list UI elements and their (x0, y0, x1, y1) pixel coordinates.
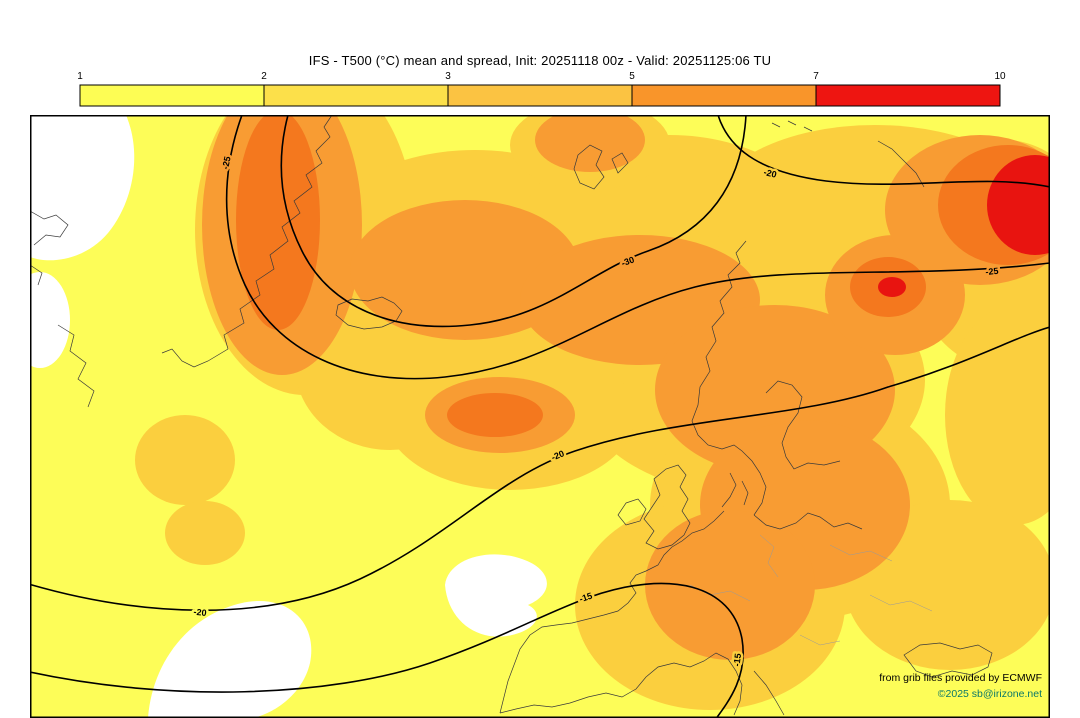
spread-colorbar: 1 2 3 5 7 10 (77, 71, 1006, 107)
colorbar-segment (447, 84, 633, 107)
contour-minus-30 (280, 115, 747, 328)
colorbar-segment (815, 84, 1001, 107)
colorbar-tick: 3 (445, 71, 451, 82)
coastlines (30, 115, 993, 716)
colorbar-tick: 1 (77, 71, 83, 82)
spread-below-1-layer (30, 115, 547, 718)
contour-label: -15 (732, 653, 744, 667)
contour-minus-15 (30, 582, 744, 718)
credits-ecmwf: from grib files provided by ECMWF (879, 672, 1042, 684)
colorbar-segment (631, 84, 817, 107)
map-border (30, 115, 1050, 718)
colorbar-segment (263, 84, 449, 107)
contour-label: -25 (985, 266, 999, 277)
contour-minus-20-north (717, 115, 1050, 188)
colorbar-tick: 2 (261, 71, 267, 82)
contour-label: -20 (193, 607, 207, 618)
colorbar-tick: 5 (629, 71, 635, 82)
spread-7-10-layer (878, 155, 1050, 297)
chart-title: IFS - T500 (°C) mean and spread, Init: 2… (308, 53, 772, 68)
colorbar-tick: 10 (994, 71, 1006, 82)
colorbar-tick: 7 (813, 71, 819, 82)
temperature-contours (30, 115, 1050, 718)
map-area: -25 -25 -30 -20 -20 -20 -15 -15 from gri… (30, 115, 1050, 718)
credits-copyright: ©2025 sb@irizone.net (938, 688, 1042, 700)
colorbar-segment (79, 84, 265, 107)
contour-minus-25 (225, 115, 1050, 380)
contour-minus-20-main (30, 326, 1050, 612)
